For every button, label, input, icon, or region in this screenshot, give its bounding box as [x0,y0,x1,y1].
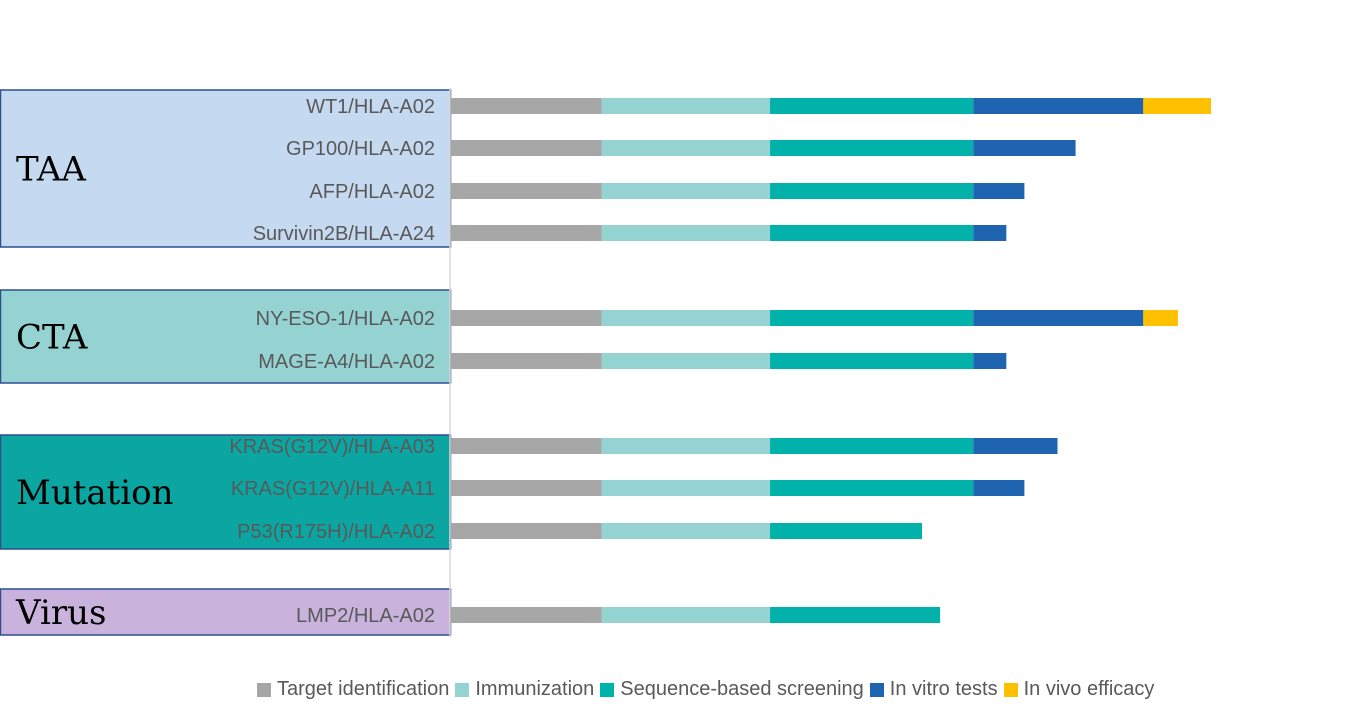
category-label: WT1/HLA-A02 [306,96,435,118]
bar-segment [601,98,771,114]
legend-swatch [455,682,470,697]
bar-segment [973,183,1025,199]
bar-segment [451,438,602,454]
legend-label: In vivo efficacy [1023,678,1155,700]
bar-segment [601,480,771,496]
bar-segment [973,98,1144,114]
bar-segment [770,523,923,539]
bar-segment [770,607,941,623]
bar-segment [451,480,602,496]
bar-segment [770,98,974,114]
bar-segment [973,310,1144,326]
legend-item: Sequence-based screening [600,678,864,701]
group-label: CTA [16,318,88,358]
category-label: LMP2/HLA-A02 [296,605,435,627]
bar-segment [601,140,771,156]
bar-segment [451,310,602,326]
bar-segment [973,140,1076,156]
bar-segment [770,310,974,326]
bar-segment [973,438,1058,454]
bar-segment [601,225,771,241]
bar-segment [451,225,602,241]
bar-segment [770,183,974,199]
bar-segment [601,607,771,623]
bar-segment [770,480,974,496]
bar-segment [601,353,771,369]
category-label: NY-ESO-1/HLA-A02 [256,308,435,330]
group-box-cta [0,289,452,384]
bar-segment [451,523,602,539]
bar-segment [451,607,602,623]
group-label: TAA [16,150,86,190]
bar-segment [770,438,974,454]
legend-item: In vivo efficacy [1003,678,1155,701]
legend-swatch [869,682,884,697]
legend: Target identification Immunization Sequenc… [257,678,1160,701]
bar-segment [451,98,602,114]
bar-segment [601,438,771,454]
group-label: Virus [15,593,106,633]
bar-segment [451,183,602,199]
bar-segment [770,353,974,369]
category-label: KRAS(G12V)/HLA-A11 [231,478,435,500]
legend-swatch [1003,682,1018,697]
group-box-mutation [0,434,452,550]
legend-label: In vitro tests [889,678,998,700]
bar-segment [601,183,771,199]
legend-label: Immunization [475,678,595,700]
legend-item: Immunization [455,678,594,701]
legend-label: Sequence-based screening [620,678,864,700]
category-label: AFP/HLA-A02 [309,181,435,203]
bar-segment [451,140,602,156]
bar-segment [601,523,771,539]
category-label: P53(R175H)/HLA-A02 [237,521,435,543]
bar-segment [770,225,974,241]
legend-label: Target identification [277,678,450,700]
bar-segment [1143,98,1212,114]
category-label: MAGE-A4/HLA-A02 [258,351,435,373]
group-box-taa [0,89,452,248]
legend-item: Target identification [257,678,449,701]
bar-segment [451,353,602,369]
bar-segment [973,225,1007,241]
category-label: Survivin2B/HLA-A24 [253,223,435,245]
bar-segment [770,140,974,156]
group-label: Mutation [16,473,174,513]
bar-segment [601,310,771,326]
bar-segment [973,353,1007,369]
bar-segment [1143,310,1178,326]
legend-item: In vitro tests [869,678,998,701]
legend-swatch [257,682,271,697]
bar-segment [973,480,1025,496]
legend-swatch [600,682,615,697]
category-label: GP100/HLA-A02 [286,138,435,160]
category-label: KRAS(G12V)/HLA-A03 [229,436,435,458]
